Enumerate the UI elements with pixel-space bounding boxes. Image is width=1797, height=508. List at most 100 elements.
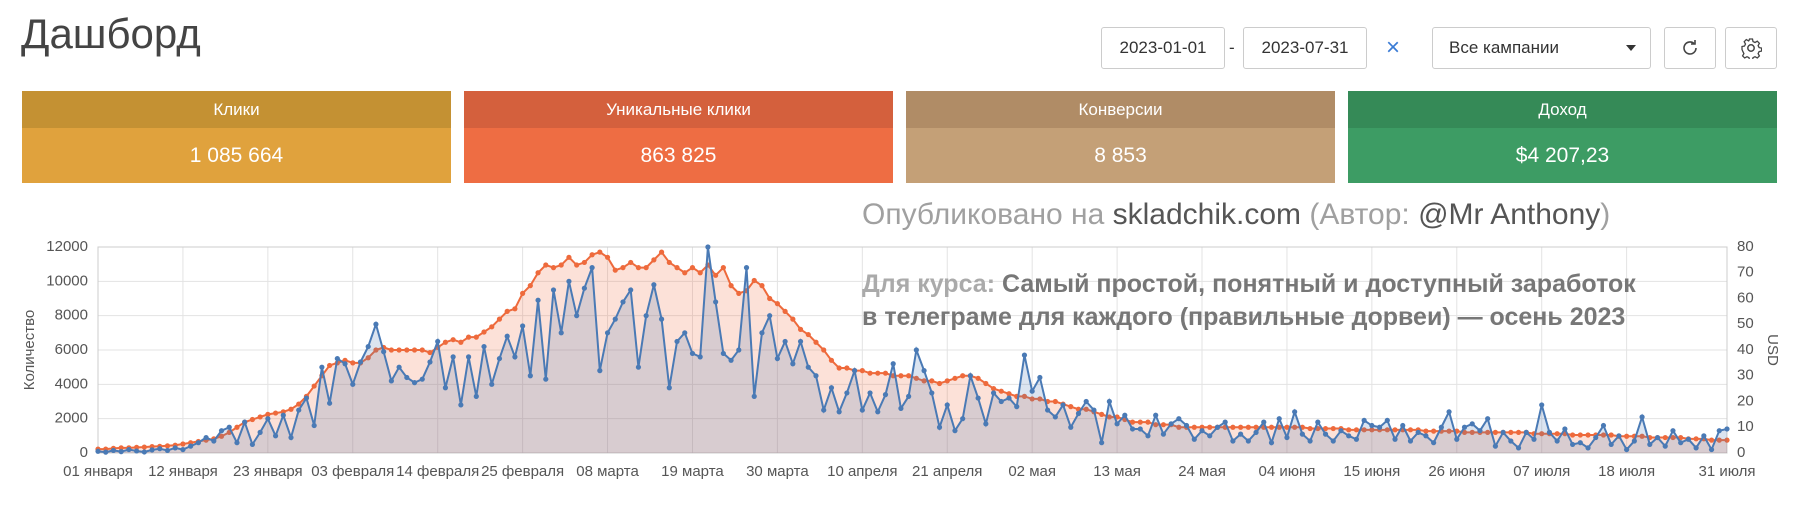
point [1068,404,1074,410]
point [257,429,263,435]
point [797,326,804,332]
point [1716,428,1722,434]
point [983,380,989,387]
point [1230,438,1236,444]
card-label: Клики [22,91,451,128]
point [357,359,364,365]
card-label: Уникальные клики [464,91,893,128]
point [1569,432,1576,438]
point [527,283,533,289]
date-from[interactable]: 2023-01-01 [1101,27,1225,69]
point [1392,427,1398,433]
y-axis-label: Количество [21,310,38,391]
point [1647,441,1653,448]
date-to[interactable]: 2023-07-31 [1243,27,1367,69]
point [1639,414,1645,420]
card-value: $4 207,23 [1348,128,1777,183]
point [1407,438,1414,444]
point [658,316,665,322]
point [1284,424,1290,430]
y2-tick-label: 70 [1737,264,1754,281]
point [952,428,958,434]
point [1099,411,1105,417]
point [280,412,286,418]
point [805,331,811,338]
point [473,334,479,340]
point [1384,417,1390,423]
point [666,259,672,266]
point [164,447,171,454]
point [1670,428,1676,434]
point [1307,438,1313,444]
point [936,380,943,387]
campaign-select[interactable]: Все кампании [1432,27,1651,69]
point [1631,438,1637,444]
refresh-button[interactable] [1664,27,1716,69]
card-label: Доход [1348,91,1777,128]
point [242,419,248,425]
point [496,316,503,322]
point [643,265,649,271]
point [218,433,225,439]
point [1392,436,1398,442]
point [836,409,842,415]
settings-button[interactable] [1725,27,1777,69]
point [1639,433,1645,439]
point [589,252,595,258]
card-clicks: Клики 1 085 664 [22,91,451,183]
point [1384,427,1390,433]
point [743,265,750,271]
point [1508,429,1514,435]
point [990,390,997,396]
point [1330,425,1336,432]
chart: 0 2000 4000 6000 8000 10000 12000 0 10 20 30 40 50 60… [21,238,1781,480]
point [975,375,981,381]
point [998,398,1004,405]
point [272,410,279,416]
card-value: 1 085 664 [22,128,451,183]
point [628,287,634,293]
point [1060,402,1066,408]
point [651,257,657,263]
point [350,360,356,366]
point [612,316,618,322]
point [720,265,726,271]
card-value: 863 825 [464,128,893,183]
point [110,447,117,454]
point [1685,436,1691,442]
point [481,329,487,335]
point [1207,424,1213,430]
point [913,375,919,381]
point [558,330,564,336]
clear-dates[interactable]: × [1386,34,1401,61]
point [1160,431,1167,437]
point [504,333,510,339]
point [1469,429,1475,435]
point [813,339,819,345]
point [952,375,958,381]
point [666,385,672,391]
point [535,270,541,276]
point [1322,431,1329,437]
y-tick-label: 12000 [46,238,88,255]
point [1091,407,1097,413]
point [381,349,387,355]
x-tick-label: 31 июля [1698,463,1755,480]
point [844,390,850,396]
point [960,373,966,379]
point [898,373,904,379]
point [1600,422,1607,429]
point [828,385,835,391]
card-unique: Уникальные клики 863 825 [464,91,893,183]
point [1624,433,1630,439]
point [1438,424,1444,430]
point [473,393,479,399]
refresh-icon [1683,40,1697,55]
point [774,301,780,307]
x-tick-label: 12 января [148,463,218,480]
point [1585,432,1591,438]
point [1353,427,1360,433]
point [1199,428,1205,434]
point [1099,440,1105,446]
point [188,443,194,449]
